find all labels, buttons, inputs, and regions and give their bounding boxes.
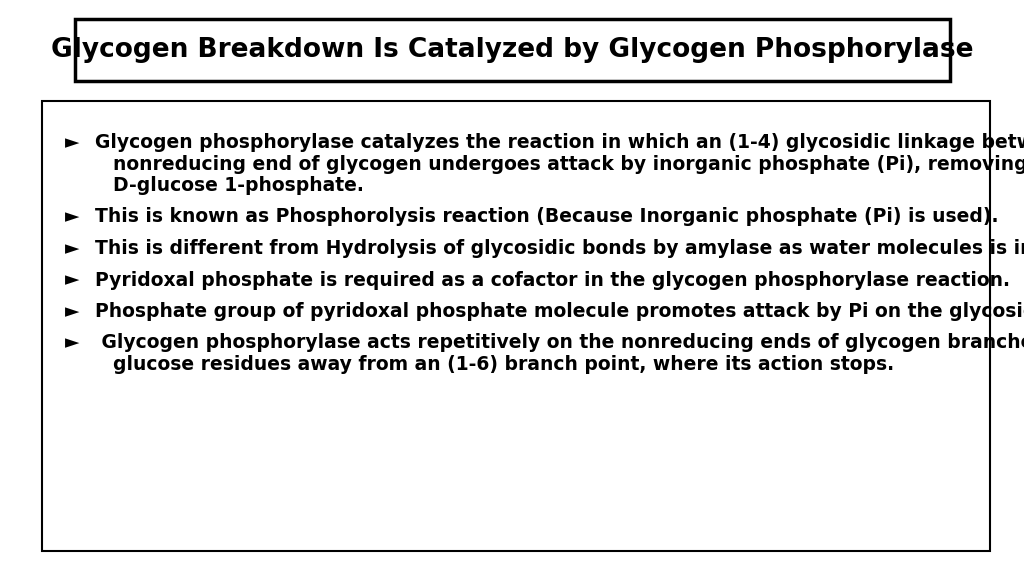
Text: Pyridoxal phosphate is required as a cofactor in the glycogen phosphorylase reac: Pyridoxal phosphate is required as a cof… — [95, 271, 1010, 290]
Text: ►: ► — [65, 133, 80, 152]
Text: This is different from Hydrolysis of glycosidic bonds by amylase as water molecu: This is different from Hydrolysis of gly… — [95, 239, 1024, 258]
Text: Phosphate group of pyridoxal phosphate molecule promotes attack by Pi on the gly: Phosphate group of pyridoxal phosphate m… — [95, 302, 1024, 321]
FancyBboxPatch shape — [75, 19, 950, 81]
Text: D-glucose 1-phosphate.: D-glucose 1-phosphate. — [113, 176, 364, 195]
Text: ►: ► — [65, 239, 80, 258]
Text: This is known as Phosphorolysis reaction (Because Inorganic phosphate (Pi) is us: This is known as Phosphorolysis reaction… — [95, 207, 998, 226]
Text: glucose residues away from an (1-6) branch point, where its action stops.: glucose residues away from an (1-6) bran… — [113, 355, 894, 374]
FancyBboxPatch shape — [42, 101, 990, 551]
Text: Glycogen phosphorylase catalyzes the reaction in which an (1-4) glycosidic linka: Glycogen phosphorylase catalyzes the rea… — [95, 133, 1024, 152]
Text: Glycogen Breakdown Is Catalyzed by Glycogen Phosphorylase: Glycogen Breakdown Is Catalyzed by Glyco… — [51, 37, 974, 63]
Text: ►: ► — [65, 207, 80, 226]
Text: ►: ► — [65, 302, 80, 321]
Text: Glycogen phosphorylase acts repetitively on the nonreducing ends of glycogen bra: Glycogen phosphorylase acts repetitively… — [95, 334, 1024, 353]
Text: ►: ► — [65, 271, 80, 290]
Text: nonreducing end of glycogen undergoes attack by inorganic phosphate (Pi), removi: nonreducing end of glycogen undergoes at… — [113, 154, 1024, 173]
Text: ►: ► — [65, 334, 80, 353]
